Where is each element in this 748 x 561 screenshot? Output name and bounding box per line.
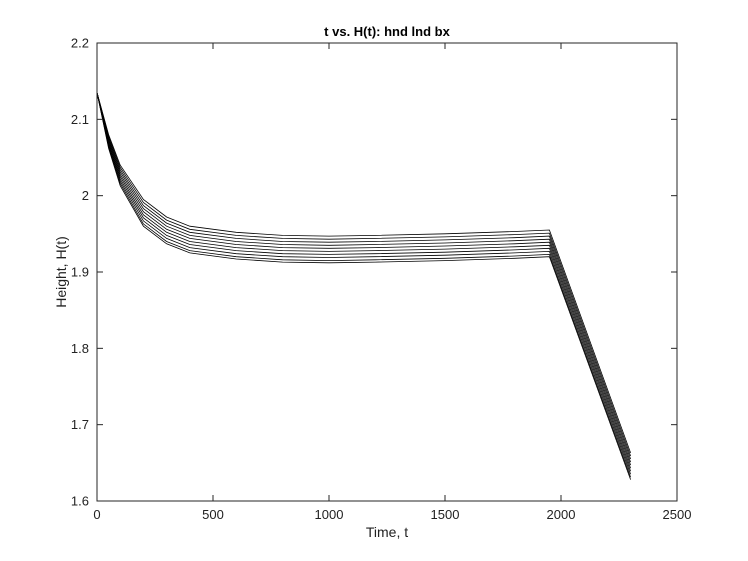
y-tick-label: 2.2 — [71, 36, 89, 51]
x-tick-label: 2000 — [547, 507, 576, 522]
series-line-5 — [96, 92, 631, 466]
series-line-3 — [96, 92, 631, 460]
chart-title: t vs. H(t): hnd lnd bx — [324, 24, 450, 39]
series-line-4 — [96, 92, 631, 463]
y-tick-label: 1.7 — [71, 417, 89, 432]
series-layer — [96, 92, 631, 480]
x-tick-label: 500 — [202, 507, 224, 522]
series-line-6 — [96, 92, 631, 469]
series-line-1 — [96, 92, 631, 454]
y-tick-label: 1.9 — [71, 265, 89, 280]
x-axis-ticks: 0 500 1000 1500 2000 2500 — [93, 43, 691, 522]
x-tick-label: 0 — [93, 507, 100, 522]
x-tick-label: 2500 — [663, 507, 692, 522]
y-axis-title: Height, H(t) — [53, 236, 69, 308]
series-line-2 — [96, 92, 631, 457]
y-axis-ticks: 1.6 1.7 1.8 1.9 2 2.1 2.2 — [71, 36, 677, 509]
series-line-7 — [96, 92, 631, 472]
y-tick-label: 2.1 — [71, 112, 89, 127]
series-line-8 — [96, 92, 631, 475]
y-tick-label: 1.6 — [71, 494, 89, 509]
x-tick-label: 1000 — [315, 507, 344, 522]
y-tick-label: 2 — [82, 188, 89, 203]
series-line-10 — [96, 92, 631, 480]
x-axis-title: Time, t — [366, 524, 408, 540]
y-tick-label: 1.8 — [71, 341, 89, 356]
x-tick-label: 1500 — [431, 507, 460, 522]
series-line-9 — [96, 92, 631, 478]
